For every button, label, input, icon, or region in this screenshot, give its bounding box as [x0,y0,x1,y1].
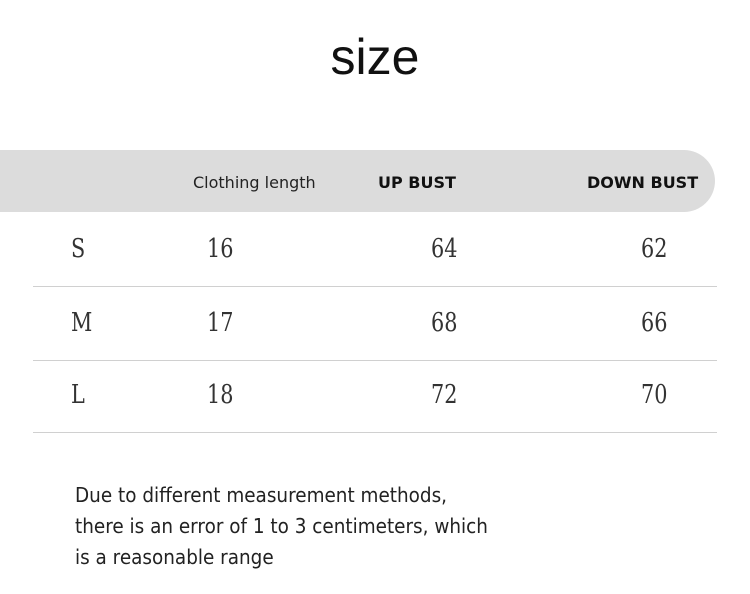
up-bust-cell: 72 [431,380,458,410]
note-line: is a reasonable range [75,545,274,569]
length-cell: 17 [207,308,234,338]
note-line: Due to different measurement methods, [75,483,448,507]
size-cell: S [71,234,86,264]
length-cell: 16 [207,234,234,264]
table-row: S 16 64 62 [33,213,717,287]
measurement-note: Due to different measurement methods, th… [75,480,488,573]
up-bust-cell: 68 [431,308,458,338]
table-row: M 17 68 66 [33,287,717,361]
down-bust-cell: 62 [641,234,668,264]
header-clothing-length: Clothing length [193,173,316,192]
header-up-bust: UP BUST [378,173,456,192]
down-bust-cell: 66 [641,308,668,338]
header-down-bust: DOWN BUST [587,173,699,192]
page-title: size [330,29,420,85]
note-line: there is an error of 1 to 3 centimeters,… [75,514,488,538]
table-row: L 18 72 70 [33,359,717,433]
size-cell: L [71,380,85,410]
length-cell: 18 [207,380,234,410]
down-bust-cell: 70 [641,380,668,410]
up-bust-cell: 64 [431,234,458,264]
table-header: Clothing length UP BUST DOWN BUST [0,150,715,212]
size-cell: M [71,308,93,338]
